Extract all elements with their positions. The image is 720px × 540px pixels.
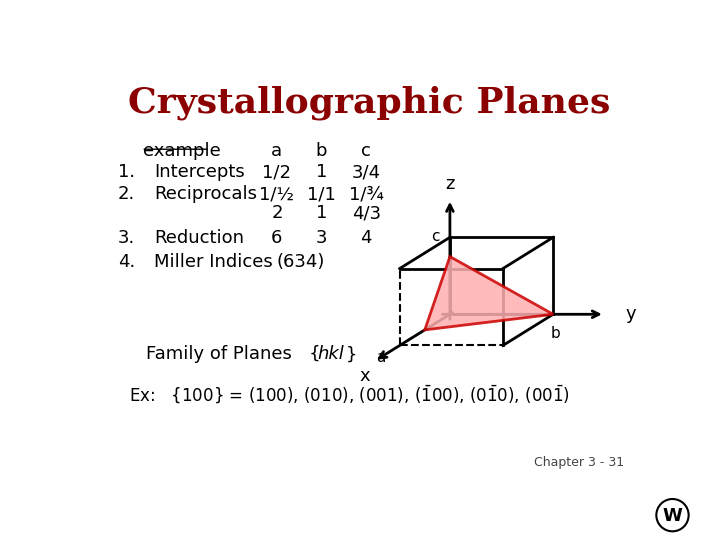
Text: 1.: 1.: [118, 163, 135, 181]
Text: (634): (634): [277, 253, 325, 271]
Text: 2: 2: [271, 204, 283, 222]
Text: Chapter 3 - 31: Chapter 3 - 31: [534, 456, 624, 469]
Text: example: example: [143, 141, 221, 160]
Text: W: W: [662, 507, 683, 525]
Text: 1/¾: 1/¾: [348, 185, 384, 204]
Text: }: }: [346, 346, 357, 363]
Text: y: y: [626, 305, 636, 323]
Text: c: c: [361, 141, 371, 160]
Text: Ex:   {100} = (100), (010), (001), ($\bar{1}$00), (0$\bar{1}$0), (00$\bar{1}$): Ex: {100} = (100), (010), (001), ($\bar{…: [129, 383, 570, 405]
Text: Miller Indices: Miller Indices: [154, 253, 273, 271]
Text: b: b: [316, 141, 328, 160]
Text: 4.: 4.: [118, 253, 135, 271]
Text: Intercepts: Intercepts: [154, 163, 245, 181]
Text: z: z: [445, 175, 454, 193]
Text: Reduction: Reduction: [154, 229, 244, 247]
Text: Family of Planes   {: Family of Planes {: [145, 346, 320, 363]
Text: 3: 3: [316, 229, 328, 247]
Text: 6: 6: [271, 229, 283, 247]
Text: 1: 1: [316, 204, 328, 222]
Text: 3/4: 3/4: [351, 163, 381, 181]
Text: hkl: hkl: [318, 346, 344, 363]
Text: x: x: [359, 367, 370, 386]
Text: 4/3: 4/3: [351, 204, 381, 222]
Text: 1/2: 1/2: [262, 163, 292, 181]
Text: a: a: [377, 349, 386, 364]
Text: a: a: [271, 141, 282, 160]
Text: c: c: [431, 229, 440, 244]
Text: Reciprocals: Reciprocals: [154, 185, 257, 204]
Text: Crystallographic Planes: Crystallographic Planes: [128, 85, 610, 120]
Text: 1: 1: [316, 163, 328, 181]
Text: 1/1: 1/1: [307, 185, 336, 204]
Text: 2.: 2.: [118, 185, 135, 204]
Text: 3.: 3.: [118, 229, 135, 247]
Text: 1/½: 1/½: [259, 185, 294, 204]
Polygon shape: [425, 256, 553, 330]
Text: 4: 4: [361, 229, 372, 247]
Text: b: b: [551, 326, 561, 341]
